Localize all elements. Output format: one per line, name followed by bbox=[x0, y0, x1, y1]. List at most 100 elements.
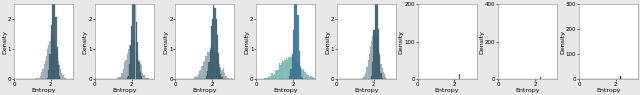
Bar bbox=[49, 54, 51, 79]
Bar bbox=[281, 63, 282, 79]
Bar bbox=[308, 75, 309, 79]
Bar bbox=[292, 30, 294, 79]
Bar bbox=[231, 78, 232, 79]
Bar bbox=[374, 0, 376, 79]
Bar bbox=[294, 0, 295, 79]
Bar bbox=[200, 70, 202, 79]
Bar bbox=[300, 66, 301, 79]
Bar bbox=[296, 62, 298, 79]
Bar bbox=[209, 62, 210, 79]
Bar bbox=[376, 0, 377, 79]
Bar bbox=[118, 77, 120, 79]
Bar bbox=[274, 74, 275, 79]
Bar bbox=[209, 52, 210, 79]
Bar bbox=[296, 0, 298, 79]
Bar bbox=[59, 65, 60, 79]
Bar bbox=[300, 68, 301, 79]
Bar bbox=[137, 54, 138, 79]
Bar bbox=[294, 59, 295, 79]
Bar bbox=[295, 63, 296, 79]
Bar bbox=[62, 75, 63, 79]
Bar bbox=[224, 73, 225, 79]
Bar bbox=[620, 76, 621, 79]
Bar bbox=[376, 37, 377, 79]
Bar bbox=[301, 68, 302, 79]
Bar bbox=[141, 65, 142, 79]
Bar bbox=[141, 76, 142, 79]
Bar bbox=[299, 65, 300, 79]
Bar bbox=[147, 78, 148, 79]
Bar bbox=[303, 69, 305, 79]
Bar bbox=[309, 77, 310, 79]
Bar bbox=[287, 60, 288, 79]
Bar bbox=[218, 62, 219, 79]
Bar bbox=[214, 8, 216, 79]
Bar bbox=[207, 71, 209, 79]
Bar bbox=[312, 77, 313, 79]
Bar bbox=[137, 42, 138, 79]
Bar bbox=[138, 60, 140, 79]
Bar bbox=[305, 72, 306, 79]
Bar bbox=[127, 77, 128, 79]
Bar bbox=[205, 56, 206, 79]
Bar bbox=[288, 57, 289, 79]
Bar bbox=[298, 63, 299, 79]
Bar bbox=[363, 77, 364, 79]
Bar bbox=[374, 32, 376, 79]
Bar bbox=[225, 76, 226, 79]
Bar bbox=[129, 45, 130, 79]
Y-axis label: Density: Density bbox=[83, 30, 88, 54]
Bar bbox=[42, 69, 44, 79]
Bar bbox=[120, 77, 121, 79]
Bar bbox=[206, 76, 207, 79]
Bar bbox=[45, 61, 46, 79]
Bar bbox=[278, 63, 280, 79]
Bar bbox=[212, 51, 213, 79]
Bar bbox=[44, 64, 45, 79]
Bar bbox=[378, 47, 380, 79]
Bar bbox=[381, 78, 383, 79]
Bar bbox=[285, 58, 287, 79]
Bar bbox=[53, 0, 54, 79]
Bar bbox=[284, 60, 285, 79]
Y-axis label: Density: Density bbox=[479, 30, 484, 54]
Bar bbox=[307, 75, 308, 79]
Bar bbox=[51, 34, 52, 79]
X-axis label: Entropy: Entropy bbox=[435, 88, 460, 93]
Bar bbox=[365, 73, 366, 79]
Bar bbox=[371, 76, 372, 79]
Bar bbox=[370, 47, 371, 79]
Bar bbox=[55, 49, 56, 79]
X-axis label: Entropy: Entropy bbox=[273, 88, 298, 93]
Bar bbox=[378, 29, 380, 79]
Bar bbox=[36, 78, 38, 79]
Bar bbox=[299, 51, 300, 79]
Bar bbox=[273, 75, 274, 79]
Bar bbox=[213, 5, 214, 79]
Bar bbox=[302, 70, 303, 79]
Bar bbox=[298, 15, 299, 79]
Bar bbox=[373, 30, 374, 79]
Bar bbox=[136, 52, 137, 79]
Bar bbox=[46, 56, 47, 79]
Bar bbox=[47, 78, 48, 79]
Bar bbox=[207, 52, 209, 79]
Bar bbox=[221, 70, 223, 79]
Y-axis label: Density: Density bbox=[244, 30, 249, 54]
Bar bbox=[266, 78, 267, 79]
Bar bbox=[196, 77, 198, 79]
Bar bbox=[221, 77, 223, 79]
Y-axis label: Density: Density bbox=[2, 30, 7, 54]
Bar bbox=[63, 78, 65, 79]
Bar bbox=[51, 25, 52, 79]
Bar bbox=[49, 41, 51, 79]
Bar bbox=[48, 45, 49, 79]
Bar bbox=[383, 72, 384, 79]
Bar bbox=[56, 53, 58, 79]
X-axis label: Entropy: Entropy bbox=[193, 88, 217, 93]
Bar bbox=[52, 34, 53, 79]
Bar bbox=[268, 77, 269, 79]
Bar bbox=[206, 56, 207, 79]
Bar bbox=[148, 78, 149, 79]
Bar bbox=[203, 62, 204, 79]
